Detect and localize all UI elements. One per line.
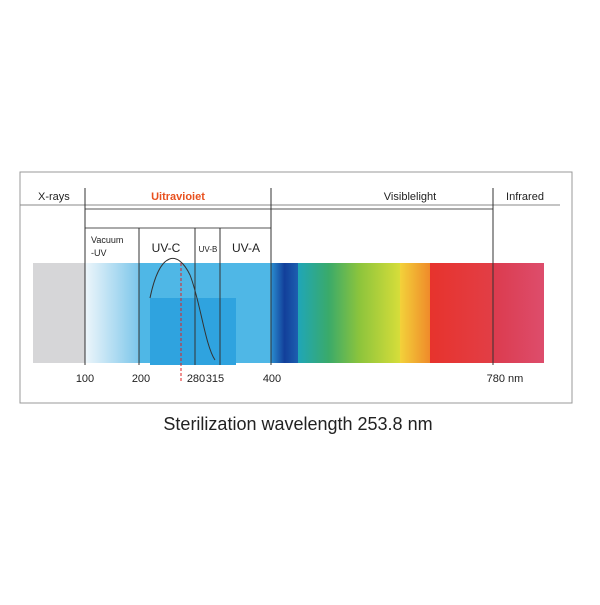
red-band — [430, 263, 493, 363]
region-label: Visiblelight — [384, 191, 436, 203]
arrows — [85, 208, 493, 229]
caption: Sterilization wavelength 253.8 nm — [163, 414, 432, 434]
vacuum-band — [85, 263, 139, 363]
tick-label: 200 — [132, 373, 150, 385]
tick-label: 100 — [76, 373, 94, 385]
sterilization-area — [150, 298, 236, 365]
yellow-band — [400, 263, 430, 363]
sterilization-curve — [149, 257, 216, 361]
tick-label: 315 — [206, 373, 224, 385]
tick-label: 280 — [187, 373, 205, 385]
band-label: UV-A — [232, 241, 260, 255]
tick-label: 780 nm — [487, 373, 524, 385]
visible-band — [298, 263, 400, 363]
band-label: UV-C — [152, 241, 181, 255]
region-label: Infrared — [506, 191, 544, 203]
dividers — [84, 188, 494, 365]
infrared-band — [493, 263, 544, 363]
region-label: X-rays — [38, 191, 70, 203]
band-label: UV-B — [199, 245, 218, 254]
frame — [19, 171, 573, 404]
region-label: Uitravioiet — [151, 191, 205, 203]
violet-band — [271, 263, 298, 363]
xray-band — [33, 263, 85, 363]
tick-label: 400 — [263, 373, 281, 385]
band-label: Vacuum — [91, 235, 123, 245]
band-label: -UV — [91, 248, 107, 258]
